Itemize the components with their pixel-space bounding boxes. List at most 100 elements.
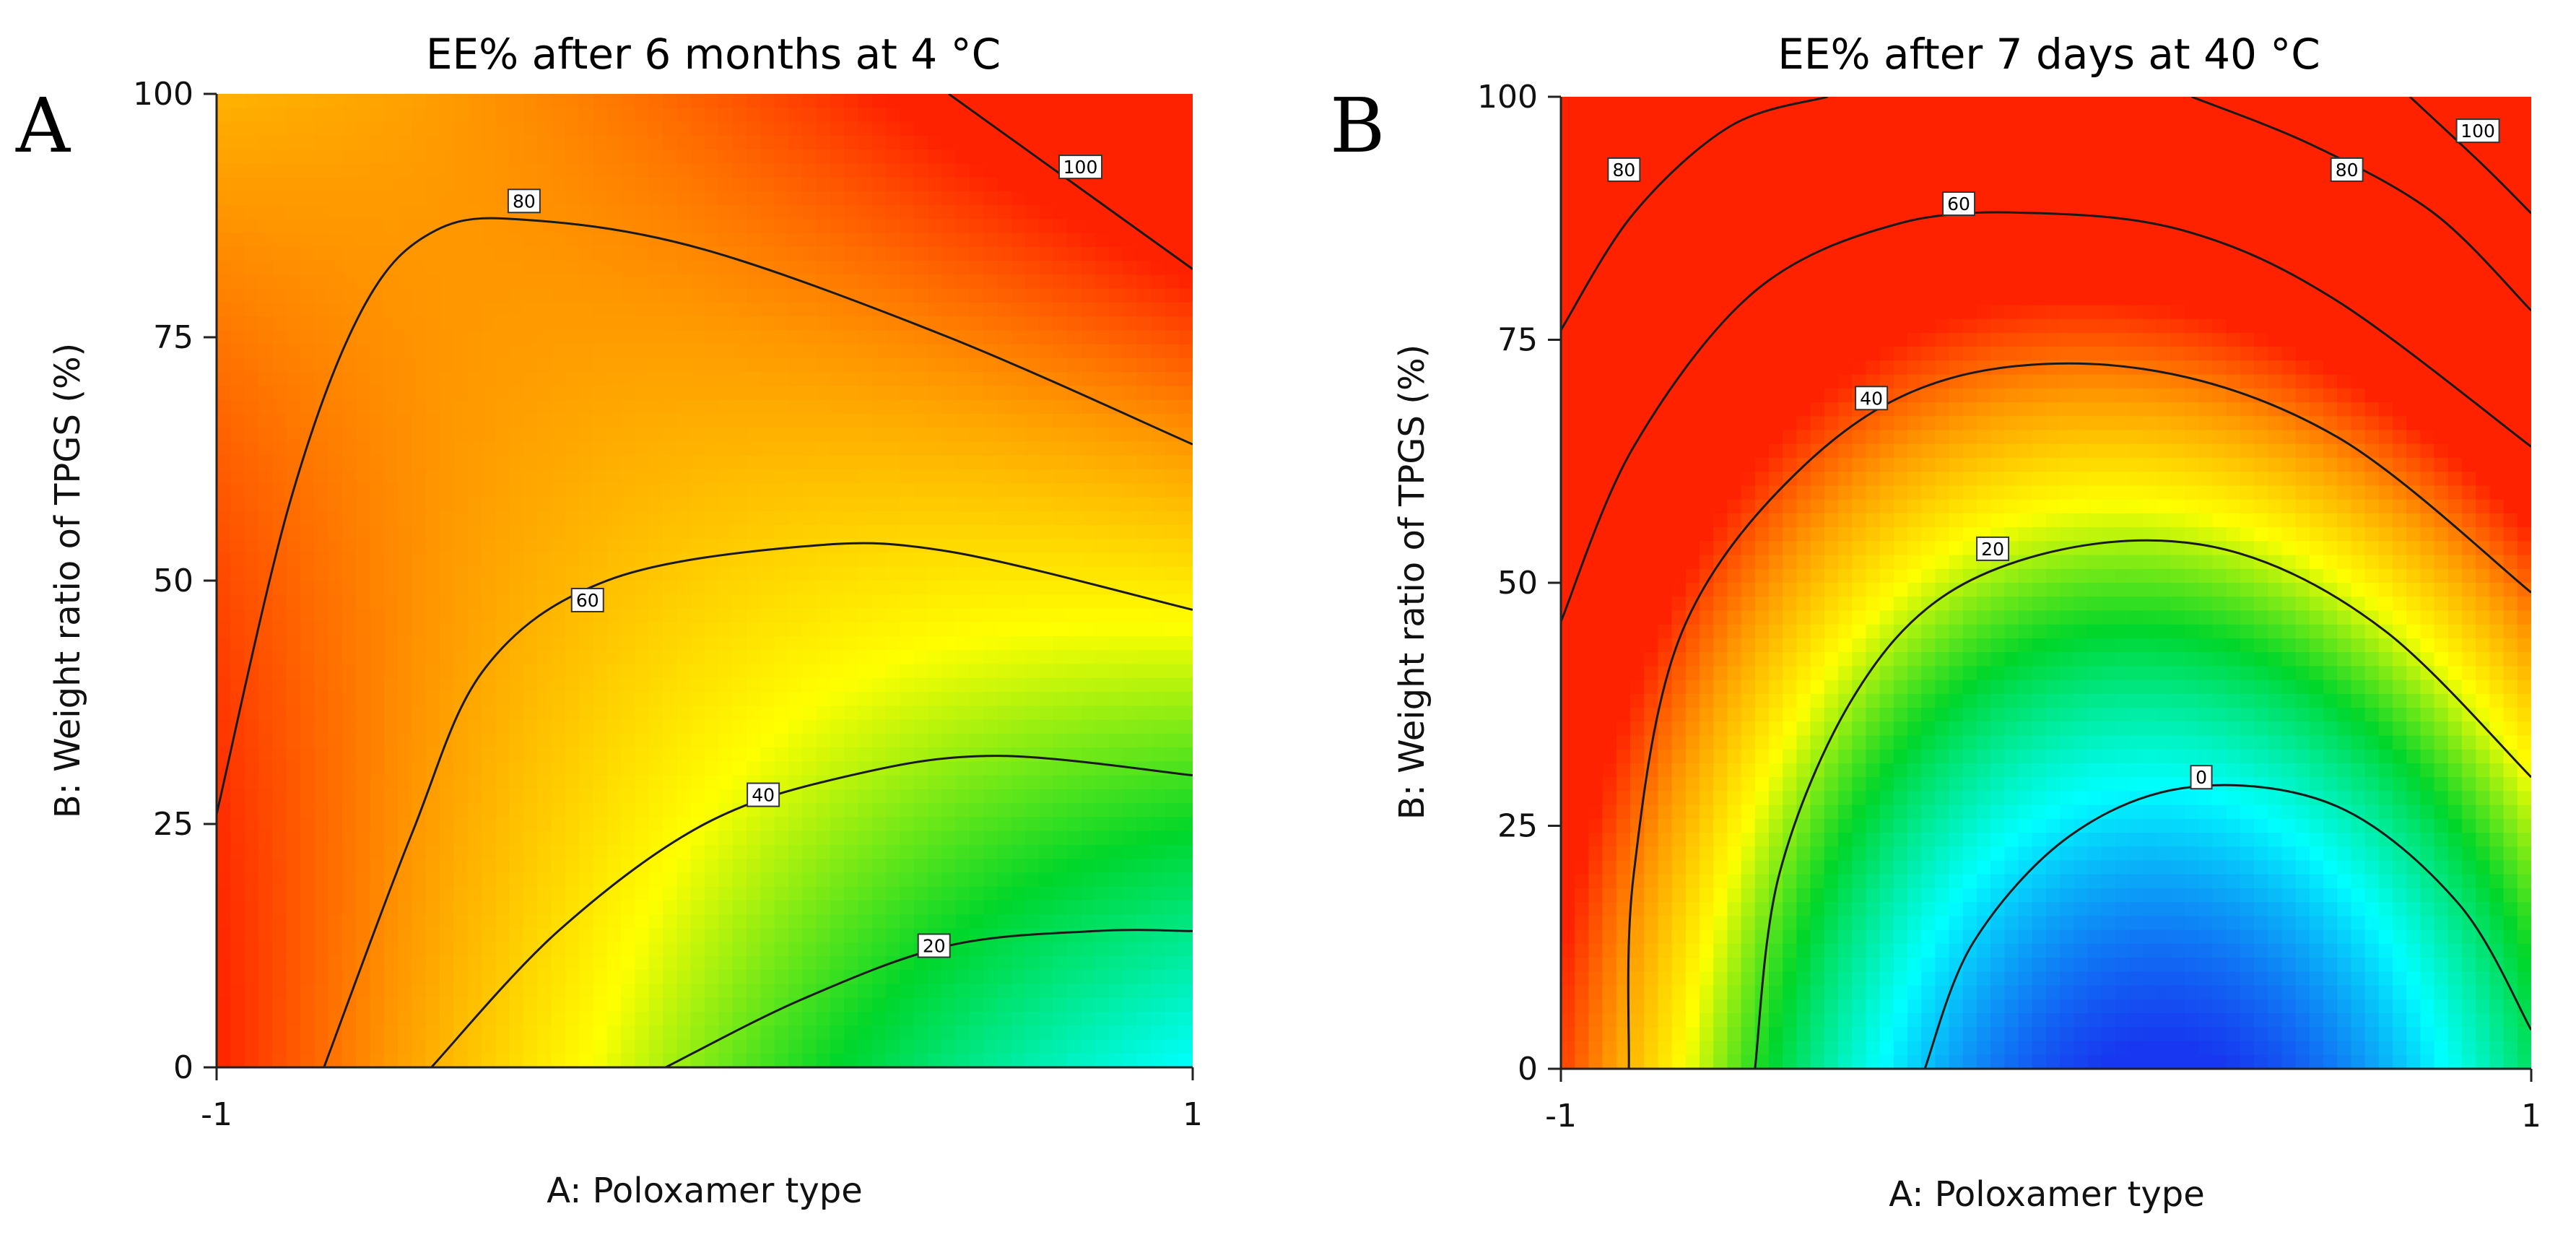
heatmap-cell [1561, 347, 1575, 362]
heatmap-cell [509, 761, 524, 776]
heatmap-cell [1067, 233, 1082, 248]
heatmap-cell [272, 1025, 287, 1041]
heatmap-cell [1123, 900, 1138, 915]
heatmap-cell [1067, 94, 1082, 109]
heatmap-cell [1095, 566, 1110, 581]
heatmap-cell [1109, 914, 1124, 929]
heatmap-cell [356, 135, 371, 150]
heatmap-cell [690, 664, 705, 679]
heatmap-cell [565, 733, 580, 748]
heatmap-cell [1109, 706, 1124, 721]
heatmap-cell [606, 205, 622, 220]
heatmap-cell [579, 747, 594, 763]
heatmap-cell [551, 886, 566, 901]
heatmap-cell [1039, 942, 1054, 957]
heatmap-cell [1165, 817, 1180, 832]
heatmap-cell [398, 288, 413, 303]
heatmap-cell [286, 719, 301, 734]
heatmap-cell [341, 747, 357, 763]
heatmap-cell [258, 1053, 274, 1067]
heatmap-cell [983, 594, 998, 610]
heatmap-cell [788, 372, 803, 387]
heatmap-cell [955, 955, 970, 971]
heatmap-cell [997, 650, 1012, 665]
heatmap-cell [523, 219, 539, 234]
heatmap-cell [886, 357, 901, 373]
heatmap-cell [928, 413, 943, 428]
heatmap-cell [732, 1053, 747, 1067]
heatmap-cell [356, 191, 371, 206]
heatmap-cell [440, 302, 455, 317]
heatmap-cell [314, 94, 329, 109]
heatmap-cell [844, 344, 859, 359]
heatmap-cell [774, 497, 789, 512]
heatmap-cell [425, 149, 440, 165]
heatmap-cell [663, 900, 678, 915]
heatmap-cell [453, 1053, 469, 1067]
heatmap-cell [579, 524, 594, 540]
heatmap-cell [830, 859, 845, 874]
heatmap-cell [871, 622, 887, 637]
heatmap-cell [453, 1039, 469, 1054]
heatmap-cell [244, 261, 259, 276]
heatmap-cell [900, 872, 915, 888]
heatmap-cell [551, 608, 566, 623]
heatmap-cell [830, 163, 845, 178]
heatmap-cell [760, 330, 775, 345]
heatmap-cell [816, 316, 831, 331]
heatmap-cell [425, 163, 440, 178]
heatmap-cell [481, 441, 497, 456]
heatmap-cell [453, 497, 469, 512]
heatmap-cell [900, 302, 915, 317]
heatmap-cell [732, 219, 747, 234]
heatmap-cell [718, 566, 734, 581]
heatmap-cell [258, 650, 274, 665]
heatmap-cell [648, 650, 663, 665]
heatmap-cell [551, 942, 566, 957]
heatmap-cell [1095, 970, 1110, 985]
heatmap-cell [1165, 233, 1180, 248]
heatmap-cell [788, 872, 803, 888]
heatmap-cell [1109, 872, 1124, 888]
heatmap-cell [871, 664, 887, 679]
heatmap-cell [732, 970, 747, 985]
heatmap-cell [217, 344, 232, 359]
contour-label-box [917, 933, 951, 958]
heatmap-cell [746, 1011, 762, 1027]
heatmap-cell [1095, 1025, 1110, 1041]
heatmap-cell [969, 997, 985, 1012]
heatmap-cell [370, 177, 385, 192]
heatmap-cell [997, 664, 1012, 679]
heatmap-cell [509, 719, 524, 734]
heatmap-cell [941, 191, 957, 206]
heatmap-cell [732, 372, 747, 387]
heatmap-cell [621, 191, 636, 206]
heatmap-cell [495, 636, 510, 651]
heatmap-cell [760, 706, 775, 721]
heatmap-cell [760, 830, 775, 846]
heatmap-cell [606, 483, 622, 498]
heatmap-cell [244, 677, 259, 693]
heatmap-cell [1136, 900, 1152, 915]
heatmap-cell [370, 441, 385, 456]
heatmap-cell [272, 177, 287, 192]
heatmap-cell [453, 636, 469, 651]
heatmap-cell [453, 594, 469, 610]
heatmap-cell [356, 830, 371, 846]
heatmap-cell [370, 789, 385, 804]
heatmap-cell [230, 539, 245, 554]
heatmap-cell [663, 455, 678, 470]
heatmap-cell [941, 622, 957, 637]
heatmap-cell [383, 817, 399, 832]
heatmap-cell [370, 1011, 385, 1027]
heatmap-cell [286, 566, 301, 581]
heatmap-cell [1561, 207, 1575, 222]
heatmap-cell [1178, 94, 1193, 109]
heatmap-cell [1025, 261, 1040, 276]
heatmap-cell [314, 455, 329, 470]
heatmap-cell [858, 928, 873, 943]
heatmap-cell [1067, 608, 1082, 623]
heatmap-cell [983, 581, 998, 596]
heatmap-cell [663, 94, 678, 109]
heatmap-cell [467, 844, 482, 859]
